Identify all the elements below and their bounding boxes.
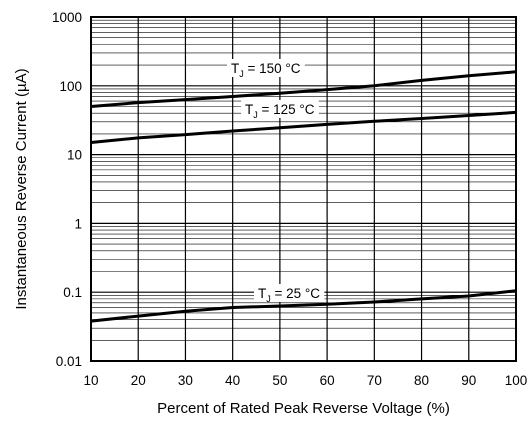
series-line: [90, 70, 517, 108]
x-tick-label: 10: [83, 373, 98, 388]
series-label-bg: [241, 100, 319, 118]
series-label-bg: [254, 284, 325, 302]
series-lines: [90, 70, 517, 323]
x-tick-label: 100: [505, 373, 528, 388]
series-label-bg: [227, 59, 305, 77]
x-tick-labels: 10 20 30 40 50 60 70 80 90 100: [83, 373, 527, 388]
x-tick-label: 30: [178, 373, 193, 388]
x-tick-label: 20: [131, 373, 146, 388]
y-tick-label: 10: [67, 148, 82, 163]
x-axis-label: Percent of Rated Peak Reverse Voltage (%…: [157, 400, 450, 417]
x-tick-label: 70: [367, 373, 382, 388]
series-label: TJ = 25 °C: [258, 286, 320, 304]
y-axis-label: Instantaneous Reverse Current (µA): [13, 68, 30, 309]
x-tick-label: 60: [320, 373, 335, 388]
x-tick-label: 90: [461, 373, 476, 388]
x-tick-label: 40: [225, 373, 240, 388]
x-tick-label: 50: [272, 373, 287, 388]
y-tick-label: 0.1: [63, 285, 82, 300]
series-label: TJ = 150 °C: [231, 61, 301, 79]
y-tick-label: 0.01: [56, 354, 82, 369]
series-label: TJ = 125 °C: [245, 102, 315, 120]
y-tick-label: 1: [74, 216, 82, 231]
y-tick-label: 100: [59, 79, 82, 94]
series-labels: TJ = 150 °C TJ = 125 °C TJ = 25 °C: [227, 59, 325, 304]
series-line: [90, 110, 517, 144]
x-tick-label: 80: [414, 373, 429, 388]
y-tick-labels: 0.01 0.1 1 10 100 1000: [52, 10, 82, 369]
series-line: [90, 289, 517, 323]
plot-frame: [90, 16, 517, 362]
minor-gridlines: [91, 19, 516, 341]
y-tick-label: 1000: [52, 10, 82, 25]
